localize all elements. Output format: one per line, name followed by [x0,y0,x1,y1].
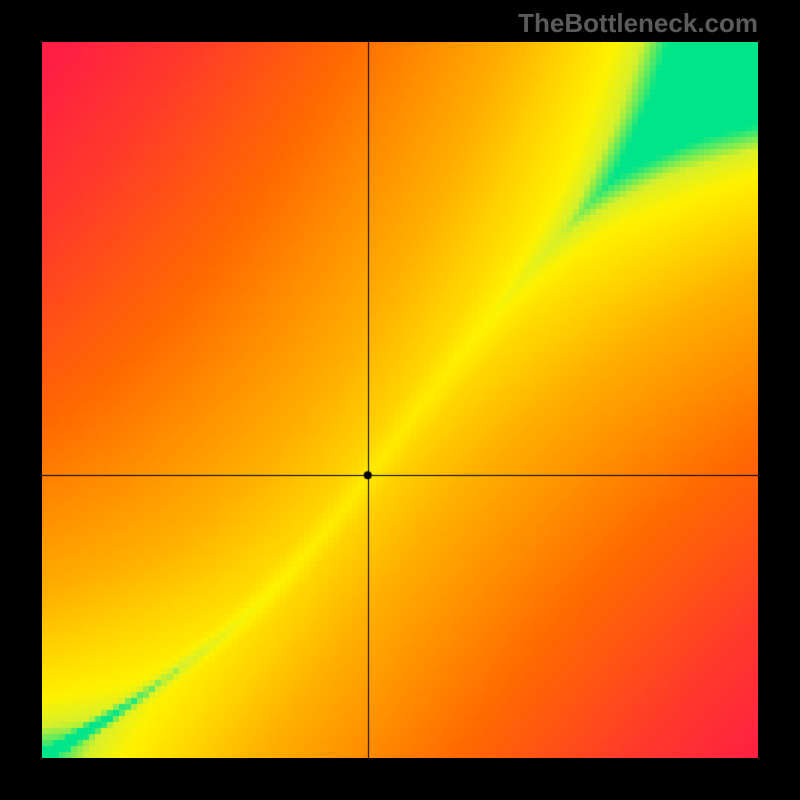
watermark-text: TheBottleneck.com [518,8,758,39]
chart-container: TheBottleneck.com [0,0,800,800]
heatmap-canvas [42,42,758,758]
